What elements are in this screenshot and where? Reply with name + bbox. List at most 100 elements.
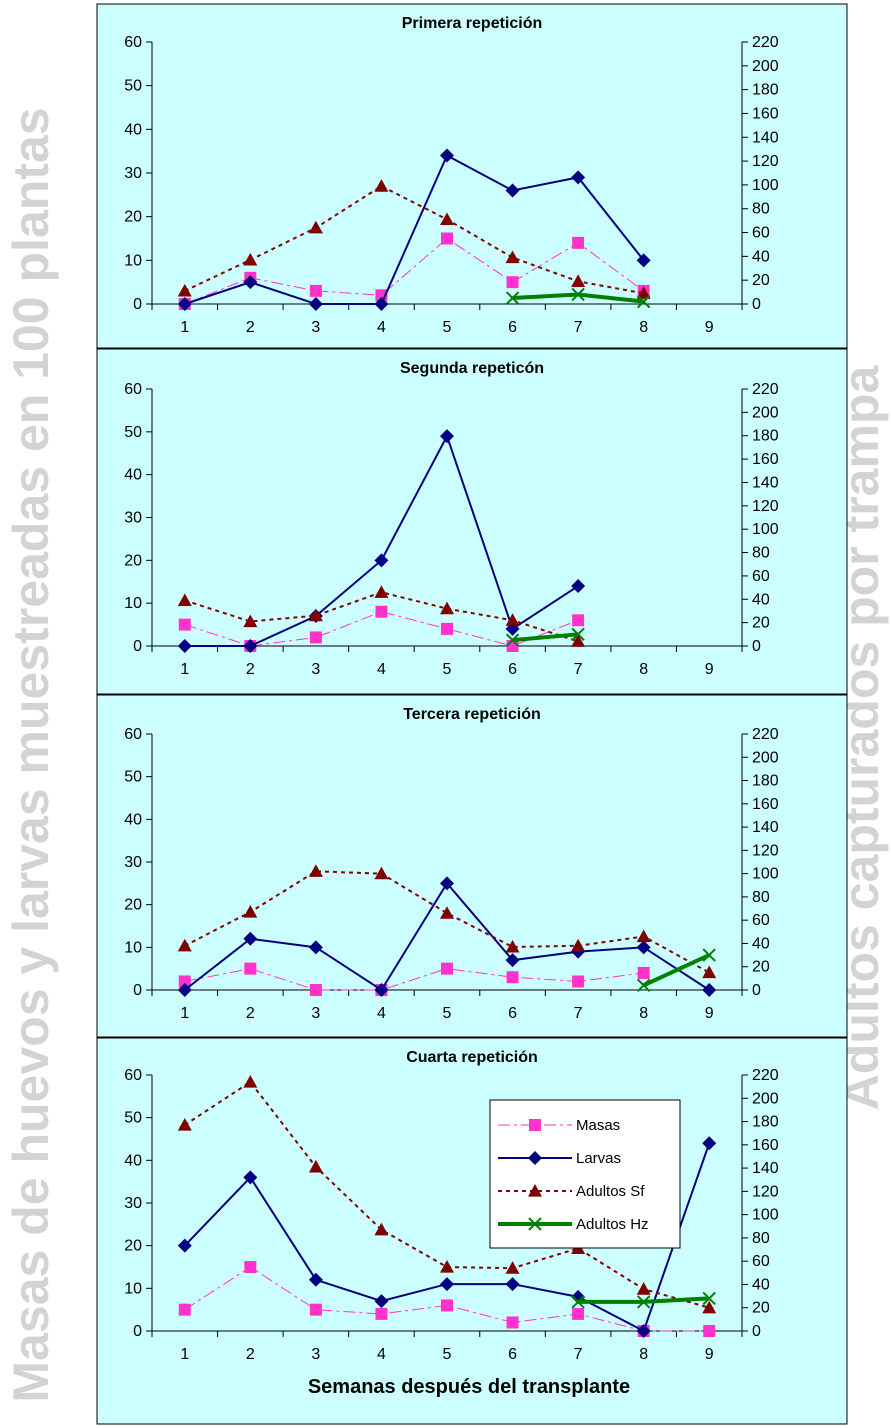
data-point-adultos-sf <box>636 929 651 943</box>
y2-tick-label: 200 <box>752 1090 779 1107</box>
y2-tick-label: 140 <box>752 819 779 836</box>
data-point-larvas <box>177 297 192 311</box>
data-point-masas <box>506 971 519 984</box>
y2-tick-label: 100 <box>752 177 779 194</box>
y-tick-label: 0 <box>133 1323 142 1340</box>
data-point-adultos-sf <box>505 1261 520 1274</box>
y2-tick-label: 100 <box>752 1207 779 1224</box>
x-tick-label: 8 <box>639 661 648 678</box>
y2-tick-label: 20 <box>752 615 770 632</box>
data-point-masas <box>441 232 453 245</box>
data-point-larvas <box>243 931 258 946</box>
x-tick-label: 6 <box>508 1346 517 1363</box>
x-tick-label: 5 <box>443 1005 452 1022</box>
data-point-masas <box>572 236 585 249</box>
x-tick-label: 9 <box>705 1346 714 1363</box>
y2-tick-label: 180 <box>752 1114 779 1131</box>
data-point-adultos-hz <box>571 627 585 642</box>
y2-tick-label: 100 <box>752 866 779 883</box>
data-point-adultos-sf <box>636 286 651 299</box>
y2-tick-label: 200 <box>752 58 779 75</box>
data-point-larvas <box>571 579 586 594</box>
data-point-adultos-sf <box>440 1260 454 1273</box>
data-point-larvas <box>374 983 389 997</box>
data-point-adultos-hz <box>505 633 520 647</box>
x-tick-label: 8 <box>639 1005 648 1022</box>
legend-marker-adultos-sf <box>528 1184 542 1197</box>
panel-frame <box>96 348 848 695</box>
y2-tick-label: 0 <box>752 1323 761 1340</box>
y-tick-label: 20 <box>124 209 142 226</box>
data-point-masas <box>572 1307 585 1320</box>
data-point-adultos-sf <box>374 866 389 880</box>
y2-tick-label: 40 <box>752 1276 770 1293</box>
data-point-adultos-hz <box>702 1291 716 1306</box>
series-masas <box>178 1261 716 1337</box>
x-tick-label: 3 <box>311 319 320 336</box>
y-tick-label: 20 <box>124 1238 142 1255</box>
data-point-adultos-sf <box>636 1282 651 1295</box>
legend-marker-adultos-hz <box>528 1217 542 1231</box>
data-point-larvas <box>374 297 389 311</box>
data-point-larvas <box>636 940 651 955</box>
legend-marker-masas <box>529 1119 541 1131</box>
data-point-larvas <box>308 297 323 311</box>
y2-tick-label: 60 <box>752 912 770 929</box>
data-point-larvas <box>505 953 520 968</box>
x-tick-label: 7 <box>574 1005 583 1022</box>
y2-tick-label: 220 <box>752 34 779 51</box>
legend-label-larvas: Larvas <box>576 1150 621 1167</box>
y2-tick-label: 120 <box>752 498 779 515</box>
y2-tick-label: 220 <box>752 381 779 398</box>
data-point-masas <box>309 984 322 996</box>
data-point-larvas <box>440 429 454 444</box>
series-line-adultos-hz <box>512 632 579 643</box>
y2-tick-label: 20 <box>752 959 770 976</box>
data-point-larvas <box>243 275 258 290</box>
x-tick-label: 9 <box>705 319 714 336</box>
data-point-adultos-hz <box>702 948 716 962</box>
data-point-masas <box>506 1316 519 1329</box>
data-point-larvas <box>177 983 192 997</box>
y-tick-label: 0 <box>133 982 142 999</box>
series-adultos-hz <box>505 627 585 647</box>
data-point-masas <box>572 614 585 627</box>
data-point-masas <box>441 1299 453 1312</box>
data-point-adultos-sf <box>440 601 454 615</box>
data-point-masas <box>572 975 585 988</box>
x-tick-label: 5 <box>443 1346 452 1363</box>
x-tick-label: 9 <box>705 1005 714 1022</box>
y2-tick-label: 120 <box>752 842 779 859</box>
x-axis-title: Semanas después del transplante <box>308 1376 630 1398</box>
y-tick-label: 60 <box>124 34 142 51</box>
data-point-adultos-sf <box>505 939 520 953</box>
y2-tick-label: 80 <box>752 889 770 906</box>
series-adultos-hz <box>505 287 651 309</box>
y-tick-label: 0 <box>133 296 142 313</box>
series-adultos-sf <box>177 864 717 979</box>
y-tick-label: 60 <box>124 726 142 743</box>
data-point-larvas <box>440 1277 454 1292</box>
panel-title: Cuarta repetición <box>406 1049 538 1066</box>
x-tick-label: 7 <box>574 661 583 678</box>
y2-tick-label: 140 <box>752 1160 779 1177</box>
series-adultos-hz <box>636 948 716 993</box>
data-point-adultos-sf <box>571 274 586 287</box>
panel-2: Segunda repeticón 0 10 20 30 40 50 60 0 20 40 60 80 1… <box>96 348 848 695</box>
x-tick-label: 2 <box>246 319 255 336</box>
x-tick-label: 7 <box>574 319 583 336</box>
series-line-adultos-hz <box>642 953 711 988</box>
data-point-masas <box>441 622 453 635</box>
x-tick-label: 3 <box>311 661 320 678</box>
data-point-adultos-sf <box>440 906 454 919</box>
y2-tick-label: 220 <box>752 1067 779 1084</box>
panel-title: Tercera repetición <box>403 706 541 723</box>
panel-3: Tercera repetición 0 10 20 30 40 50 60 0 20 40 60 80… <box>96 694 848 1038</box>
y2-tick-label: 0 <box>752 982 761 999</box>
y2-tick-label: 120 <box>752 1183 779 1200</box>
x-tick-label: 1 <box>180 661 189 678</box>
y2-tick-label: 200 <box>752 404 779 421</box>
y-tick-label: 10 <box>124 595 142 612</box>
y-tick-label: 60 <box>124 1067 142 1084</box>
